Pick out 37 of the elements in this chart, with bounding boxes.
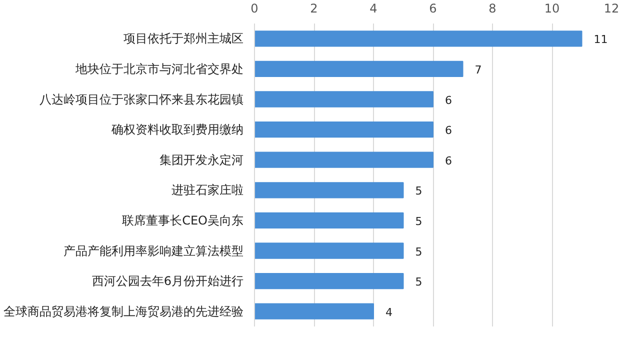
data-label: 5 [415,214,422,228]
data-label: 6 [445,94,452,107]
bar [254,242,404,259]
y-tick-label: 进驻石家庄啦 [172,183,244,198]
data-label: 5 [415,184,422,198]
data-label: 6 [445,124,452,138]
data-label: 5 [415,245,422,258]
y-tick-label: 项目依托于郑州主城区 [124,32,244,46]
bar [254,152,434,168]
x-tick-label: 4 [370,2,378,16]
bar [254,30,582,47]
y-tick-label: 八达岭项目位于张家口怀来县东花园镇 [40,92,244,106]
y-tick-label: 集团开发永定河 [160,152,244,167]
x-tick-label: 12 [604,2,620,16]
y-tick-label: 地块位于北京市与河北省交界处 [74,62,244,76]
y-tick-label: 全球商品贸易港将复制上海贸易港的先进经验 [4,304,244,318]
bar [254,303,374,320]
data-label: 7 [474,63,482,76]
y-tick-label: 产品产能利用率影响建立算法模型 [64,244,244,258]
bar [254,60,464,78]
data-label: 6 [445,154,452,168]
bar [254,121,434,138]
data-label: 11 [594,33,608,46]
bar [254,91,434,108]
x-tick-label: 6 [429,2,437,16]
data-label: 5 [415,276,422,289]
bar [254,212,404,229]
bar [254,272,404,290]
y-tick-label: 确权资料收取到费用缴纳 [110,122,244,137]
bar [254,182,404,198]
y-tick-label: 西河公园去年6月份开始进行 [92,274,244,288]
x-tick-label: 8 [488,2,496,16]
x-tick-label: 10 [544,2,560,16]
x-tick-label: 2 [310,2,318,16]
x-tick-label: 0 [250,2,258,16]
data-label: 4 [386,306,392,319]
y-tick-label: 联席董事长CEO吴向东 [122,213,244,228]
